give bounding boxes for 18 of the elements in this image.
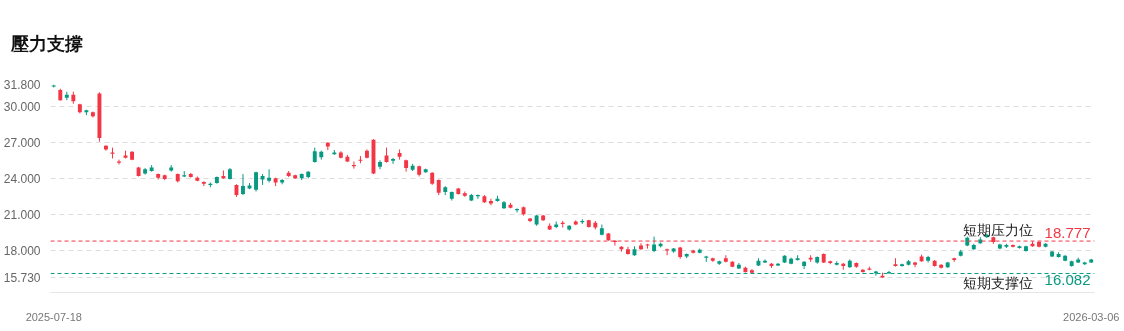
candlestick — [802, 260, 807, 270]
y-tick-label: 31.800 — [3, 78, 41, 92]
y-tick-label: 18.000 — [3, 243, 41, 258]
candlestick — [241, 173, 245, 196]
y-tick-label: 24.000 — [3, 171, 41, 186]
ref-line-label: 短期压力位 — [962, 222, 1033, 239]
y-tick-label: 21.000 — [3, 207, 41, 222]
annotation: 18.777 — [1044, 224, 1091, 242]
y-tick-label: 30.000 — [3, 99, 41, 114]
annotation: 16.082 — [1044, 271, 1091, 289]
chart-title: 壓力支撐 — [9, 33, 83, 54]
ref-line-label: 短期支撑位 — [962, 275, 1033, 292]
y-tick-label: 15.730 — [3, 271, 41, 286]
candlestick — [391, 157, 396, 165]
x-tick-label: 2026-03-06 — [1063, 310, 1120, 323]
candlestick — [267, 168, 272, 183]
y-tick-label: 27.000 — [3, 135, 41, 150]
x-tick-label: 2025-07-18 — [25, 310, 82, 323]
